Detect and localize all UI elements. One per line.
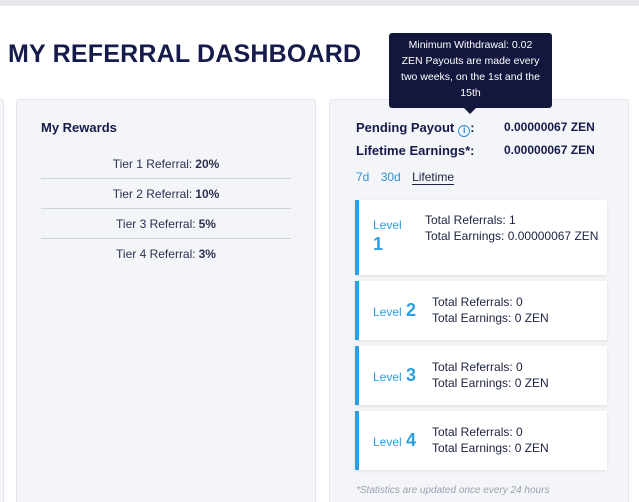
total-earnings: Total Earnings: 0 ZEN xyxy=(432,441,549,455)
level-stats: Total Referrals: 1 Total Earnings: 0.000… xyxy=(425,212,605,244)
withdrawal-tooltip: Minimum Withdrawal: 0.02 ZEN Payouts are… xyxy=(389,33,552,114)
tier-label: Tier 2 Referral: xyxy=(112,186,193,201)
tier-row: Tier 1 Referral: 20% xyxy=(41,149,291,179)
level-label: Level xyxy=(373,370,402,384)
payout-card: Pending Payout i: 0.00000067 ZEN Lifetime… xyxy=(329,99,629,502)
page-title: MY REFERRAL DASHBOARD xyxy=(8,40,362,68)
tab-30d[interactable]: 30d xyxy=(380,170,401,184)
tier-value: 20% xyxy=(195,156,220,171)
my-rewards-card: My Rewards Tier 1 Referral: 20% Tier 2 R… xyxy=(16,99,316,502)
total-earnings: Total Earnings: 0 ZEN xyxy=(432,376,549,390)
pending-payout-value: 0.00000067 ZEN xyxy=(504,120,595,134)
level-card-2: Level 2 Total Referrals: 0 Total Earning… xyxy=(355,281,607,340)
level-stats: Total Referrals: 0 Total Earnings: 0 ZEN xyxy=(432,294,549,326)
total-referrals: Total Referrals: 0 xyxy=(432,425,523,439)
period-tabs: 7d 30d Lifetime xyxy=(356,170,462,185)
tab-lifetime[interactable]: Lifetime xyxy=(412,170,455,185)
top-band xyxy=(0,0,639,6)
statistics-note: *Statistics are updated once every 24 ho… xyxy=(356,485,550,496)
total-referrals: Total Referrals: 0 xyxy=(432,360,523,374)
level-card-1: Level 1 Total Referrals: 1 Total Earning… xyxy=(355,200,607,275)
info-icon[interactable]: i xyxy=(458,125,471,137)
level-number: 3 xyxy=(406,365,417,385)
pending-payout-row: Pending Payout i: 0.00000067 ZEN xyxy=(356,120,595,137)
level-number: 4 xyxy=(406,430,417,450)
level-number: 2 xyxy=(406,300,417,320)
level-card-4: Level 4 Total Referrals: 0 Total Earning… xyxy=(355,411,607,470)
total-earnings: Total Earnings: 0 ZEN xyxy=(432,311,549,325)
tier-value: 10% xyxy=(195,186,220,201)
pending-payout-colon: : xyxy=(470,120,475,135)
level-label: Level xyxy=(373,435,402,449)
level-label: Level xyxy=(373,218,402,232)
lifetime-earnings-row: Lifetime Earnings*: 0.00000067 ZEN xyxy=(356,143,595,158)
total-referrals: Total Referrals: 1 xyxy=(425,213,516,227)
tier-label: Tier 4 Referral: xyxy=(116,247,196,261)
tier-row: Tier 3 Referral: 5% xyxy=(41,209,291,239)
left-edge-card xyxy=(0,99,4,502)
lifetime-earnings-label: Lifetime Earnings*: xyxy=(356,143,475,158)
my-rewards-heading: My Rewards xyxy=(41,120,117,135)
tier-value: 5% xyxy=(198,216,216,231)
tier-row: Tier 4 Referral: 3% xyxy=(41,239,291,269)
pending-payout-label: Pending Payout xyxy=(356,120,455,135)
level-card-3: Level 3 Total Referrals: 0 Total Earning… xyxy=(355,346,607,405)
lifetime-earnings-value: 0.00000067 ZEN xyxy=(504,143,595,157)
total-referrals: Total Referrals: 0 xyxy=(432,295,523,309)
level-number: 1 xyxy=(373,234,384,254)
tab-7d[interactable]: 7d xyxy=(356,170,370,184)
level-stats: Total Referrals: 0 Total Earnings: 0 ZEN xyxy=(432,424,549,456)
tier-label: Tier 1 Referral: xyxy=(112,156,193,171)
tier-value: 3% xyxy=(198,247,216,261)
level-stats: Total Referrals: 0 Total Earnings: 0 ZEN xyxy=(432,359,549,391)
level-label: Level xyxy=(373,305,402,319)
total-earnings: Total Earnings: 0.00000067 ZEN xyxy=(425,229,599,243)
tier-row: Tier 2 Referral: 10% xyxy=(41,179,291,209)
tier-label: Tier 3 Referral: xyxy=(116,216,196,231)
